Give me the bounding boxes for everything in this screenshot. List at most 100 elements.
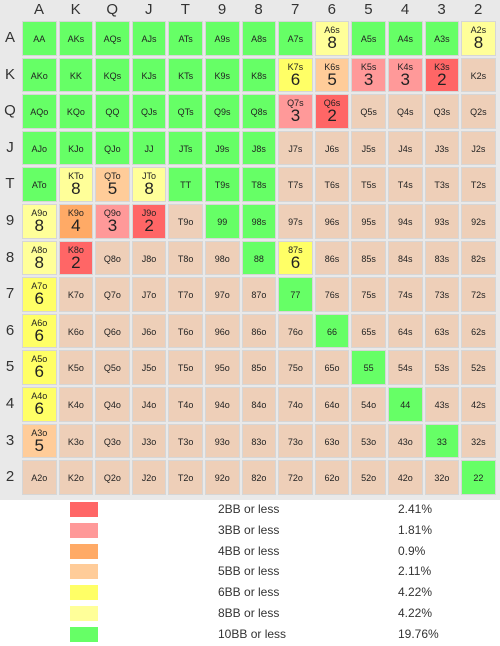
hand-label: A4s [397,34,413,44]
hand-label: 74o [287,400,303,410]
hand-label: 76o [287,326,303,337]
hand-label: Q5o [103,363,121,374]
hand-label: KTs [178,70,194,81]
hand-label: Q9o [103,208,121,218]
column-header: A [33,1,44,18]
legend-label: 10BB or less [218,626,287,641]
hand-label: 32o [434,473,450,484]
hand-label: 73s [434,290,450,301]
hand-cell: K6o [58,313,94,349]
hand-label: J2o [141,473,157,484]
hand-label: 97s [288,217,303,227]
hand-label: T3s [434,180,450,191]
hand-cell: 93s [424,204,460,239]
row-header: A [4,29,15,46]
legend-swatch [70,626,98,642]
hand-cell: J2o [131,460,167,495]
hand-cell: KTs [168,57,203,93]
hand-cell: 62o [314,460,350,495]
hand-label: A9o [31,208,48,218]
hand-label: 65o [324,363,340,374]
hand-label: TT [180,180,192,191]
hand-label: J8o [141,253,157,264]
hand-label: J3s [434,143,449,154]
hand-label: 52o [361,473,377,484]
hand-label: T4o [177,400,194,410]
row-header: J [6,138,14,156]
row-header: 2 [5,468,15,486]
hand-label: T2s [470,180,486,191]
legend-percent: 1.81% [398,522,433,537]
hand-cell: Q7s 3 [278,94,313,129]
hand-label: 86o [251,326,267,337]
hand-label: J9o [141,208,157,218]
hand-cell: A2s 8 [461,21,496,56]
hand-label: JTs [178,143,193,154]
stack-depth-label: 6 [34,399,44,418]
hand-cell: 44 [388,387,423,422]
legend-label: 3BB or less [218,522,280,537]
hand-cell: A8o 8 [22,240,57,276]
stack-depth-label: 2 [71,252,81,272]
hand-cell: J6o [131,313,167,349]
hand-cell: 98s [241,204,277,239]
column-header: 4 [400,1,410,18]
hand-cell: 98o [205,240,240,276]
legend-label: 4BB or less [218,543,280,558]
hand-label: A3s [434,34,450,44]
row-header: 6 [5,321,15,339]
hand-label: J8s [251,143,266,154]
hand-cell: J4o [131,387,167,422]
legend-swatch [70,606,98,621]
hand-label: Q5s [360,107,377,118]
hand-label: 76s [324,290,340,301]
hand-cell: T4o [168,387,203,422]
hand-cell: 85s [351,240,386,276]
hand-cell: KJs [131,57,167,93]
hand-cell: Q8s [241,94,277,129]
hand-cell: K3s 2 [424,57,460,93]
hand-label: Q3s [433,107,451,118]
hand-cell: J6s [314,130,350,166]
hand-label: K2o [67,473,84,484]
hand-label: 94o [214,400,230,410]
hand-label: ATo [31,180,47,191]
hand-cell: 65s [351,313,386,349]
hand-label: 96s [324,217,340,227]
hand-label: 53o [361,436,377,447]
hand-label: 75o [287,363,303,374]
hand-label: J4o [141,400,157,410]
hand-label: KJo [68,143,84,154]
hand-label: 54s [397,363,413,374]
hand-label: Q4o [103,400,121,410]
hand-label: 93s [434,217,450,227]
hand-cell: AKs [58,21,94,56]
hand-label: 83s [434,253,450,264]
hand-cell: JTs [168,130,203,166]
hand-label: 85s [361,253,376,264]
hand-label: AKs [67,34,85,44]
hand-label: A5o [31,354,48,365]
hand-cell: T7o [168,277,203,312]
hand-cell: J9s [205,130,240,166]
hand-label: A6o [31,317,48,328]
hand-label: 94s [397,217,413,227]
hand-label: 86s [324,253,340,264]
hand-label: AJo [31,143,47,154]
hand-cell: 99 [205,204,240,239]
hand-cell: A5s [351,21,386,56]
hand-cell: K3o [58,423,94,459]
hand-label: 33 [436,436,447,447]
hand-label: 95o [214,363,230,374]
hand-cell: K8s [241,57,277,93]
hand-label: AA [33,34,46,44]
hand-label: J7o [141,290,157,301]
hand-label: 99 [217,217,228,227]
hand-label: 82o [251,473,267,484]
hand-cell: K4o [58,387,94,422]
hand-cell: 76s [314,277,350,312]
hand-label: 62s [471,326,486,337]
hand-label: ATs [178,34,193,44]
hand-cell: Q5o [95,350,130,385]
hand-label: 96o [214,326,230,337]
